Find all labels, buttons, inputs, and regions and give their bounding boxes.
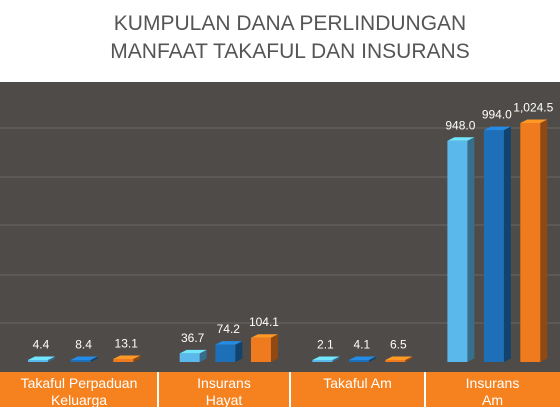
x-tick-label: Insurans Hayat: [197, 375, 251, 407]
data-label: 4.1: [354, 338, 371, 352]
bar-side: [47, 356, 55, 362]
bar-top: [348, 356, 376, 360]
bar: [520, 122, 541, 362]
bar-top: [179, 349, 207, 354]
bar-top: [215, 341, 243, 345]
bar-top: [113, 355, 141, 359]
bar-side: [199, 349, 207, 362]
bar: [483, 130, 504, 362]
data-label: 74.2: [217, 322, 241, 336]
bar-top: [250, 334, 278, 338]
bar: [447, 140, 468, 362]
bar-side: [467, 137, 475, 362]
bar-side: [368, 356, 376, 362]
data-label: 1,024.5: [513, 100, 553, 114]
bar-side: [540, 119, 548, 362]
data-label: 2.1: [317, 338, 334, 352]
data-label: 104.1: [249, 315, 279, 329]
data-label: 13.1: [115, 336, 139, 350]
bar: [70, 360, 91, 362]
data-label: 36.7: [181, 331, 205, 345]
plot-area: [0, 82, 560, 372]
bar-top: [447, 137, 475, 141]
x-tick-label: Takaful Am: [323, 375, 392, 391]
bar: [385, 360, 406, 362]
x-tick-label: Insurans Am: [465, 375, 520, 407]
bar-top: [27, 356, 55, 360]
data-label: 994.0: [482, 108, 512, 122]
data-label: 948.0: [445, 118, 475, 132]
bar-side: [332, 356, 340, 362]
data-label: 4.4: [33, 338, 50, 352]
bar-side: [90, 356, 98, 362]
chart-title: MANFAAT TAKAFUL DAN INSURANS: [110, 40, 469, 63]
bar: [179, 353, 200, 362]
bar: [113, 358, 134, 362]
bar-top: [520, 119, 548, 123]
bar-side: [235, 341, 243, 362]
chart-title: KUMPULAN DANA PERLINDUNGAN: [114, 12, 466, 35]
bar: [312, 360, 333, 362]
category-dividers: [157, 372, 426, 407]
bar: [27, 360, 48, 362]
data-label: 6.5: [390, 338, 407, 352]
category-band: [0, 372, 560, 407]
bar-top: [70, 356, 98, 360]
bar-top: [483, 126, 511, 131]
bar: [348, 360, 369, 362]
bar: [250, 337, 271, 362]
bar-side: [133, 355, 141, 362]
bar-side: [405, 356, 413, 362]
data-label: 8.4: [75, 338, 92, 352]
bar-top: [385, 356, 413, 360]
bar-top: [312, 356, 340, 360]
bar-side: [270, 334, 278, 362]
x-tick-label: Takaful Perpaduan Keluarga: [20, 375, 138, 407]
bar: [215, 344, 236, 362]
bar-side: [503, 126, 511, 362]
